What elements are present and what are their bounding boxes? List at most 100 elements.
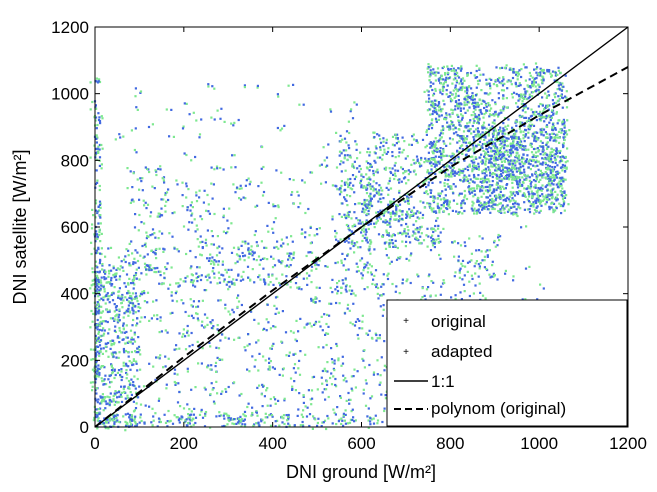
original-point (122, 324, 125, 327)
adapted-point (173, 380, 176, 384)
original-point (215, 346, 218, 349)
original-point (97, 222, 100, 225)
adapted-point (483, 259, 486, 262)
adapted-point (112, 265, 115, 268)
adapted-point (461, 114, 464, 117)
adapted-point (426, 171, 429, 174)
adapted-point (345, 223, 348, 227)
adapted-point (247, 256, 250, 259)
original-point (527, 107, 530, 110)
original-point (494, 199, 497, 202)
original-point (244, 349, 247, 352)
adapted-point (228, 207, 231, 210)
adapted-point (308, 322, 312, 325)
original-point (526, 154, 529, 157)
original-point (194, 230, 197, 233)
adapted-point (262, 165, 265, 169)
adapted-point (548, 175, 551, 178)
original-point (234, 191, 237, 194)
adapted-point (431, 102, 434, 106)
original-point (457, 242, 460, 245)
adapted-point (551, 132, 554, 135)
original-point (324, 333, 327, 336)
original-point (124, 255, 127, 258)
original-point (561, 155, 565, 158)
adapted-point (336, 292, 339, 295)
adapted-point (335, 344, 339, 348)
original-point (462, 283, 466, 286)
adapted-point (402, 172, 405, 175)
adapted-point (461, 144, 464, 147)
adapted-point (462, 168, 465, 171)
original-point (386, 220, 389, 223)
adapted-point (238, 418, 241, 421)
original-point (352, 302, 355, 305)
adapted-point (210, 116, 213, 119)
adapted-point (94, 199, 98, 202)
original-point (454, 86, 457, 89)
original-point (270, 255, 273, 258)
adapted-point (104, 302, 107, 305)
adapted-point (148, 170, 151, 174)
adapted-point (136, 377, 139, 381)
adapted-point (122, 135, 125, 138)
adapted-point (317, 346, 320, 349)
adapted-point (103, 400, 106, 403)
original-point (484, 185, 487, 189)
adapted-point (164, 421, 168, 424)
adapted-point (146, 291, 150, 294)
adapted-point (452, 78, 455, 81)
original-point (549, 116, 552, 119)
adapted-point (363, 263, 366, 266)
original-point (195, 272, 198, 275)
adapted-point (418, 161, 421, 164)
adapted-point (100, 163, 103, 166)
original-point (470, 159, 473, 163)
adapted-point (519, 95, 522, 98)
original-point (562, 205, 565, 208)
original-point (147, 264, 150, 267)
adapted-point (500, 82, 503, 85)
adapted-point (526, 208, 529, 211)
original-point (427, 127, 430, 130)
adapted-point (148, 319, 151, 322)
original-point (160, 198, 163, 201)
original-point (507, 170, 510, 173)
adapted-point (377, 191, 380, 194)
adapted-point (537, 84, 540, 87)
adapted-point (497, 115, 500, 118)
original-point (375, 285, 378, 289)
original-point (453, 275, 456, 278)
adapted-point (397, 155, 400, 158)
adapted-point (419, 241, 422, 245)
original-point (219, 339, 222, 342)
original-point (395, 258, 399, 261)
original-point (347, 391, 350, 395)
original-point (500, 180, 503, 183)
adapted-point (565, 90, 568, 93)
adapted-point (558, 141, 561, 144)
original-point (178, 284, 181, 287)
adapted-point (132, 318, 135, 322)
original-point (341, 419, 344, 422)
adapted-point (527, 85, 530, 88)
adapted-point (257, 322, 260, 325)
original-point (358, 164, 361, 168)
original-point (439, 91, 442, 94)
original-point (481, 185, 484, 188)
adapted-point (514, 200, 517, 203)
adapted-point (133, 297, 136, 300)
adapted-point (186, 370, 189, 373)
original-point (543, 120, 546, 123)
original-point (353, 211, 356, 214)
original-point (348, 211, 351, 214)
adapted-point (541, 176, 544, 179)
adapted-point (367, 419, 370, 422)
adapted-point (445, 93, 448, 96)
adapted-point (111, 367, 114, 370)
adapted-point (472, 110, 475, 114)
original-point (432, 242, 435, 245)
original-point (138, 385, 141, 388)
adapted-point (361, 221, 364, 224)
